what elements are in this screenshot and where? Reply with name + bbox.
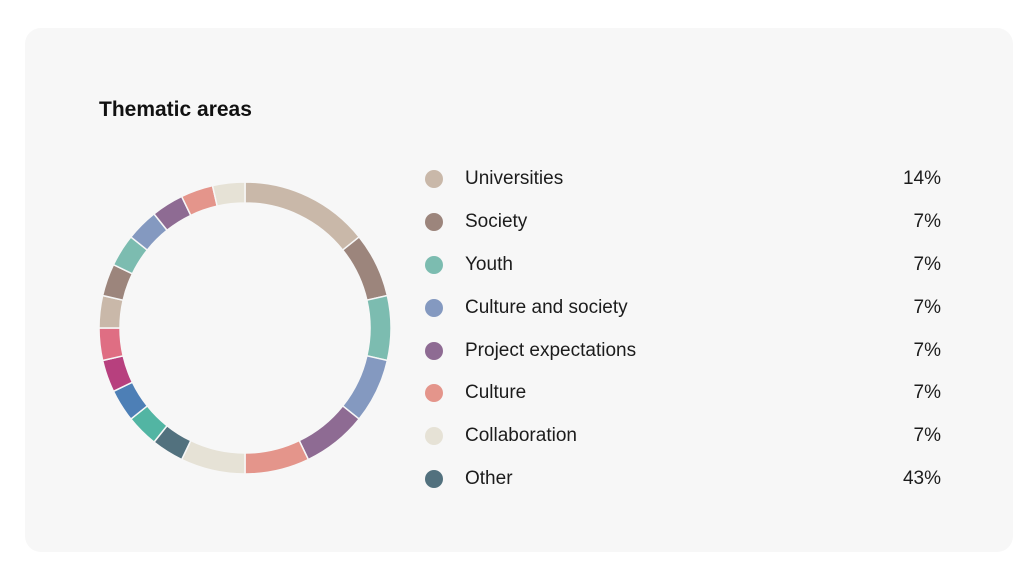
legend-label: Culture and society [465,296,628,318]
donut-segment-12 [98,327,125,362]
donut-segment-13 [98,294,125,329]
legend-label: Youth [465,253,513,275]
legend-value: 7% [913,382,941,404]
donut-segment-2 [341,235,389,302]
legend-item: Universities 14% [425,158,941,201]
donut-segment-3 [365,294,392,362]
donut-segment-4 [341,354,389,421]
legend-swatch [425,170,443,189]
legend-value: 7% [913,211,941,233]
legend-item: Other 43% [425,458,941,501]
chart-legend: Universities 14% Society 7% Youth 7% Culture a… [425,158,941,500]
legend-item: Culture and society 7% [425,286,941,329]
legend-item: Project expectations 7% [425,329,941,372]
legend-item: Society 7% [425,201,941,244]
legend-swatch [425,384,443,403]
legend-value: 43% [902,467,941,489]
legend-label: Culture [465,382,527,404]
legend-swatch [425,469,443,488]
legend-item: Collaboration 7% [425,415,941,458]
legend-value: 7% [913,296,941,318]
legend-value: 7% [913,425,941,447]
legend-label: Other [465,467,513,489]
legend-item: Culture 7% [425,372,941,415]
legend-swatch [425,298,443,317]
donut-segment-5 [298,404,361,461]
legend-label: Society [465,211,528,233]
legend-value: 14% [902,168,941,190]
legend-swatch [425,341,443,360]
legend-value: 7% [913,253,941,275]
legend-value: 7% [913,339,941,361]
legend-swatch [425,213,443,232]
legend-swatch [425,255,443,274]
legend-label: Universities [465,168,564,190]
legend-label: Project expectations [465,339,637,361]
legend-label: Collaboration [465,425,577,447]
donut-segment-1 [244,181,361,252]
donut-segment-19 [211,181,246,208]
donut-chart [98,181,392,475]
chart-card: Thematic areas Universities 14% Society 7% Y… [25,28,1013,552]
chart-title: Thematic areas [99,98,252,121]
legend-swatch [425,427,443,446]
legend-item: Youth 7% [425,244,941,287]
donut-segment-6 [244,439,310,475]
donut-segment-7 [180,439,246,475]
